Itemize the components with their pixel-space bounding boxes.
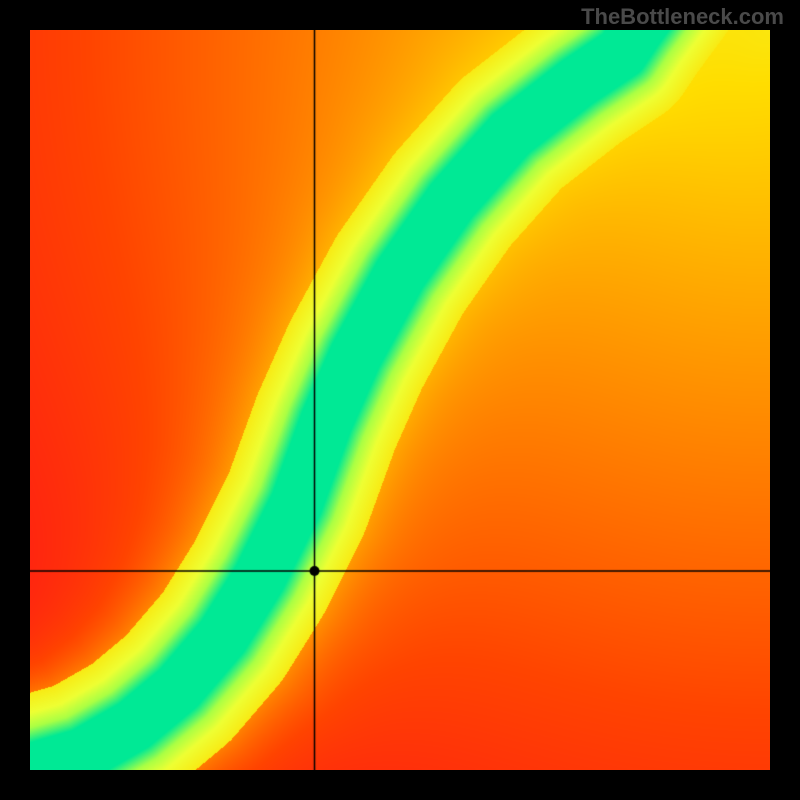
heatmap-canvas <box>30 30 770 770</box>
watermark-text: TheBottleneck.com <box>581 4 784 30</box>
